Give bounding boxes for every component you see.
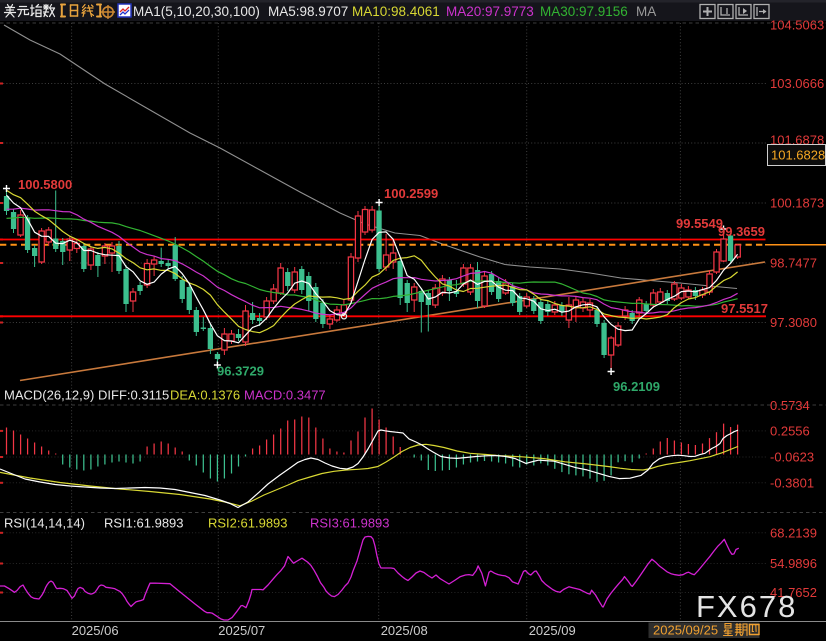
svg-text:41.7652: 41.7652 [770, 585, 817, 600]
svg-text:2025/07: 2025/07 [218, 623, 265, 638]
svg-text:DEA:0.1376: DEA:0.1376 [170, 388, 240, 403]
svg-text:97.3080: 97.3080 [770, 315, 817, 330]
svg-text:54.9896: 54.9896 [770, 556, 817, 571]
svg-text:100.1873: 100.1873 [770, 196, 824, 211]
svg-text:FX678: FX678 [696, 589, 797, 624]
svg-text:MA10:98.4061: MA10:98.4061 [352, 4, 440, 19]
svg-text:RSI1:61.9893: RSI1:61.9893 [104, 516, 184, 531]
svg-text:MA1(5,10,20,30,100): MA1(5,10,20,30,100) [133, 4, 260, 19]
svg-text:100.5800: 100.5800 [18, 177, 72, 192]
svg-text:96.3729: 96.3729 [217, 364, 264, 379]
svg-text:MA20:97.9773: MA20:97.9773 [446, 4, 534, 19]
svg-text:MACD(26,12,9): MACD(26,12,9) [4, 388, 94, 403]
svg-text:2025/08: 2025/08 [381, 623, 428, 638]
svg-text:RSI2:61.9893: RSI2:61.9893 [208, 516, 288, 531]
svg-text:99.3659: 99.3659 [718, 224, 765, 239]
svg-text:0.5734: 0.5734 [770, 398, 810, 413]
svg-text:98.7477: 98.7477 [770, 256, 817, 271]
svg-text:99.5549: 99.5549 [676, 216, 723, 231]
svg-text:2025/06: 2025/06 [72, 623, 119, 638]
svg-text:101.6878: 101.6878 [770, 133, 824, 148]
svg-text:RSI(14,14,14): RSI(14,14,14) [4, 516, 85, 531]
svg-text:DIFF:0.3115: DIFF:0.3115 [98, 388, 169, 403]
svg-text:RSI3:61.9893: RSI3:61.9893 [310, 516, 390, 531]
svg-text:-0.3801: -0.3801 [770, 475, 814, 490]
svg-text:104.5063: 104.5063 [770, 18, 824, 33]
svg-text:96.2109: 96.2109 [613, 379, 660, 394]
svg-text:MA30:97.9156: MA30:97.9156 [540, 4, 628, 19]
svg-text:2025/09/25: 2025/09/25 [653, 623, 718, 638]
svg-text:MACD:0.3477: MACD:0.3477 [244, 388, 326, 403]
svg-text:2025/09: 2025/09 [529, 623, 576, 638]
svg-text:103.0666: 103.0666 [770, 76, 824, 91]
svg-text:100.2599: 100.2599 [384, 186, 438, 201]
svg-text:MA: MA [636, 4, 656, 19]
svg-text:0.2556: 0.2556 [770, 423, 810, 438]
svg-text:MA5:98.9707: MA5:98.9707 [268, 4, 348, 19]
svg-text:101.6828: 101.6828 [771, 148, 825, 163]
svg-text:-0.0623: -0.0623 [770, 450, 814, 465]
svg-text:97.5517: 97.5517 [721, 301, 768, 316]
svg-text:68.2139: 68.2139 [770, 525, 817, 540]
